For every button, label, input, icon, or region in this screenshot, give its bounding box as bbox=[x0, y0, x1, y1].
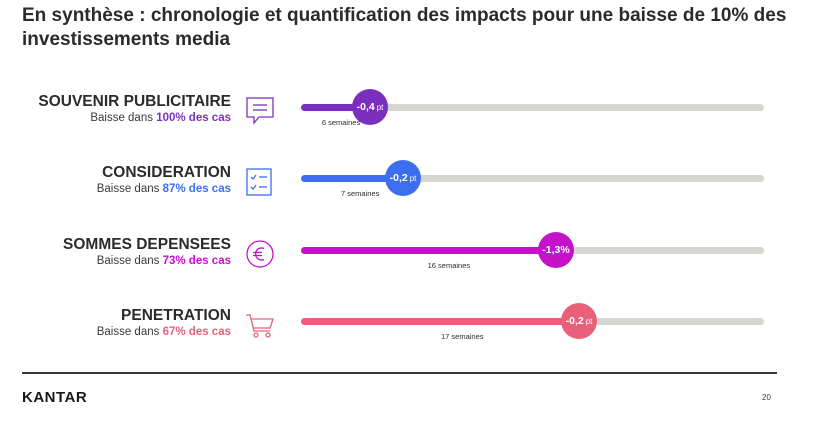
timeline-progress-fill bbox=[301, 247, 556, 254]
subtitle-prefix: Baisse dans bbox=[96, 326, 163, 338]
metric-row: SOMMES DEPENSEES Baisse dans 73% des cas -… bbox=[0, 232, 816, 295]
metric-percentage: 73% des cas bbox=[162, 255, 231, 267]
metric-label: CONSIDERATION Baisse dans 87% des cas bbox=[97, 163, 231, 196]
metric-label: PENETRATION Baisse dans 67% des cas bbox=[97, 306, 231, 339]
metric-name: SOMMES DEPENSEES bbox=[63, 236, 231, 253]
weeks-label: 16 semaines bbox=[427, 261, 471, 270]
euro-icon bbox=[244, 238, 276, 270]
subtitle-prefix: Baisse dans bbox=[90, 112, 157, 124]
metric-percentage: 100% des cas bbox=[156, 112, 231, 124]
slide-title: En synthèse : chronologie et quantificat… bbox=[22, 5, 787, 50]
metric-percentage: 87% des cas bbox=[162, 183, 231, 195]
impact-value: -0,4 bbox=[356, 101, 375, 113]
timeline-track bbox=[301, 318, 764, 325]
timeline-track bbox=[301, 247, 764, 254]
impact-value-bubble: -0,2 pt bbox=[561, 303, 597, 339]
metric-subtitle: Baisse dans 73% des cas bbox=[63, 254, 231, 268]
timeline-progress-fill bbox=[301, 104, 370, 111]
metric-row: CONSIDERATION Baisse dans 87% des cas -0,2… bbox=[0, 160, 816, 223]
weeks-label: 6 semaines bbox=[321, 118, 361, 127]
impact-value-bubble: -1,3% bbox=[538, 232, 574, 268]
metric-label: SOUVENIR PUBLICITAIRE Baisse dans 100% de… bbox=[38, 92, 231, 125]
metric-name: SOUVENIR PUBLICITAIRE bbox=[38, 93, 231, 110]
impact-value: -0,2 bbox=[565, 315, 584, 327]
metric-row: PENETRATION Baisse dans 67% des cas -0,2 pt… bbox=[0, 303, 816, 366]
impact-value: -0,2 bbox=[389, 172, 408, 184]
timeline-progress-fill bbox=[301, 318, 579, 325]
metric-name: PENETRATION bbox=[121, 307, 231, 324]
timeline-track bbox=[301, 175, 764, 182]
kantar-logo: KANTAR bbox=[22, 389, 88, 406]
footer-divider bbox=[22, 372, 777, 374]
page-number: 20 bbox=[762, 393, 771, 402]
subtitle-prefix: Baisse dans bbox=[96, 183, 163, 195]
weeks-label: 7 semaines bbox=[340, 189, 380, 198]
metric-subtitle: Baisse dans 100% des cas bbox=[38, 111, 231, 125]
timeline-track bbox=[301, 104, 764, 111]
metric-subtitle: Baisse dans 67% des cas bbox=[97, 325, 231, 339]
weeks-label: 17 semaines bbox=[440, 332, 484, 341]
metric-subtitle: Baisse dans 87% des cas bbox=[97, 182, 231, 196]
impact-value-bubble: -0,4 pt bbox=[352, 89, 388, 125]
timeline-progress-fill bbox=[301, 175, 403, 182]
metric-name: CONSIDERATION bbox=[102, 164, 231, 181]
shopping-cart-icon bbox=[244, 309, 276, 341]
metric-percentage: 67% des cas bbox=[162, 326, 231, 338]
impact-unit: pt bbox=[585, 316, 593, 326]
subtitle-prefix: Baisse dans bbox=[96, 255, 163, 267]
speech-bubble-icon bbox=[244, 95, 276, 127]
impact-unit: pt bbox=[376, 102, 384, 112]
metric-label: SOMMES DEPENSEES Baisse dans 73% des cas bbox=[63, 235, 231, 268]
impact-value: -1,3% bbox=[542, 244, 570, 256]
checklist-icon bbox=[244, 166, 276, 198]
impact-value-bubble: -0,2 pt bbox=[385, 160, 421, 196]
metric-row: SOUVENIR PUBLICITAIRE Baisse dans 100% de… bbox=[0, 89, 816, 152]
impact-unit: pt bbox=[409, 173, 417, 183]
